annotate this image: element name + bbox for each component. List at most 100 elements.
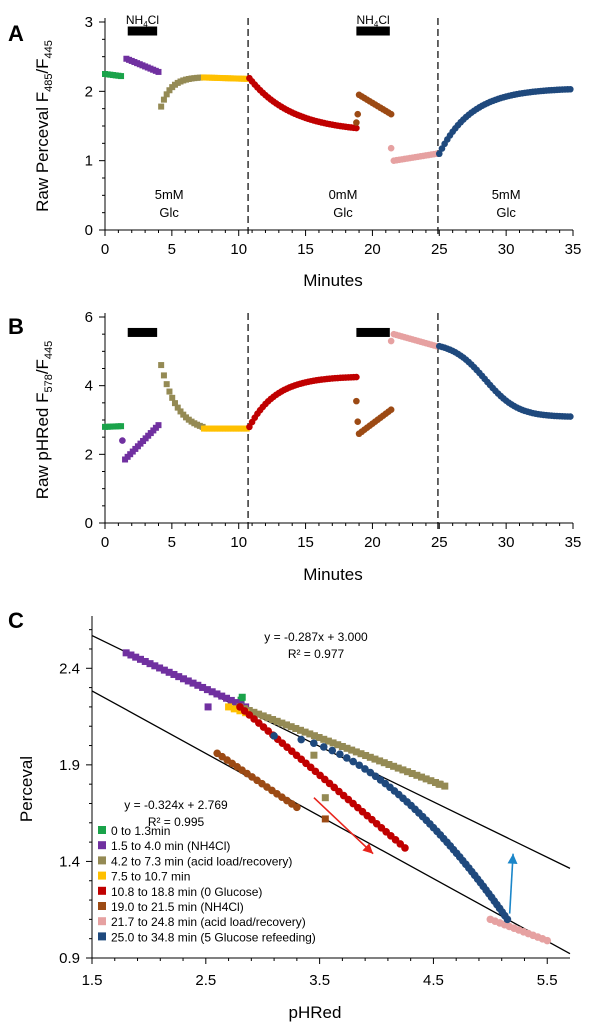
x-tick-label: 20 bbox=[364, 241, 381, 258]
data-point bbox=[223, 694, 231, 702]
data-point bbox=[213, 690, 221, 698]
legend-marker bbox=[98, 826, 106, 834]
data-point bbox=[160, 666, 168, 674]
data-series bbox=[236, 703, 409, 852]
y-axis-label: Raw pHRed F578/F445 bbox=[33, 341, 55, 500]
data-point bbox=[401, 844, 409, 852]
legend-label: 0 to 1.3min bbox=[111, 824, 170, 838]
data-point bbox=[321, 794, 329, 802]
data-point bbox=[169, 394, 176, 401]
data-point bbox=[218, 692, 226, 700]
legend-marker bbox=[98, 841, 106, 850]
trend-arrow bbox=[313, 797, 374, 855]
fit-equation: y = -0.324x + 2.769 bbox=[124, 798, 228, 812]
data-segment bbox=[158, 362, 206, 430]
condition-label: 5mM bbox=[155, 187, 184, 202]
nh4cl-sub: 4 bbox=[143, 20, 148, 29]
data-point bbox=[435, 150, 443, 158]
data-segment bbox=[435, 85, 574, 158]
data-point bbox=[232, 699, 240, 707]
y-tick-label: 3 bbox=[85, 14, 93, 31]
x-tick-label: 30 bbox=[498, 241, 515, 258]
data-point bbox=[166, 87, 173, 94]
x-tick-label: 35 bbox=[565, 241, 582, 258]
data-point bbox=[283, 721, 291, 729]
legend-marker bbox=[98, 917, 106, 926]
data-point bbox=[362, 752, 370, 760]
data-point bbox=[387, 406, 395, 414]
fit-line bbox=[91, 690, 571, 955]
y-label-subscript: 578 bbox=[43, 374, 55, 392]
data-point bbox=[352, 748, 360, 756]
condition-label: Glc bbox=[333, 205, 353, 220]
trend-arrow-head bbox=[507, 853, 518, 864]
legend-marker bbox=[98, 886, 106, 895]
x-tick-label: 0 bbox=[101, 241, 109, 258]
data-point bbox=[208, 688, 216, 696]
y-tick-label: 1 bbox=[85, 153, 93, 170]
legend-label: 19.0 to 21.5 min (NH4Cl) bbox=[111, 900, 244, 914]
x-tick-label: 25 bbox=[431, 534, 448, 551]
trend-arrow-head bbox=[362, 843, 374, 854]
y-tick-label: 2 bbox=[85, 83, 93, 100]
data-segment bbox=[122, 422, 162, 463]
data-point bbox=[349, 757, 358, 766]
data-point bbox=[163, 381, 170, 388]
data-point bbox=[199, 683, 207, 691]
data-segment bbox=[390, 330, 440, 350]
data-point bbox=[155, 422, 162, 429]
nh4cl-text: NH bbox=[126, 13, 143, 27]
data-point bbox=[315, 734, 323, 742]
data-point bbox=[166, 388, 173, 395]
data-point bbox=[394, 764, 402, 772]
nh4cl-bar bbox=[127, 327, 158, 337]
nh4cl-bar bbox=[356, 327, 390, 337]
data-point bbox=[435, 780, 443, 788]
y-axis-label: Perceval bbox=[17, 756, 36, 822]
data-point bbox=[324, 737, 332, 745]
data-point bbox=[246, 423, 253, 431]
data-point bbox=[156, 664, 164, 672]
data-point bbox=[255, 710, 263, 718]
data-point bbox=[194, 681, 202, 689]
data-point bbox=[160, 372, 167, 379]
x-tick-label: 10 bbox=[230, 241, 247, 258]
data-point bbox=[264, 714, 272, 722]
x-tick-label: 25 bbox=[431, 241, 448, 258]
data-point bbox=[342, 754, 351, 762]
data-point bbox=[230, 705, 238, 713]
nh4cl-bar bbox=[127, 26, 158, 36]
panel-label: B bbox=[8, 314, 24, 339]
data-point bbox=[203, 686, 211, 694]
nh4cl-bar bbox=[356, 26, 390, 36]
data-segment bbox=[355, 91, 395, 118]
legend-label: 1.5 to 4.0 min (NH4Cl) bbox=[111, 839, 230, 853]
x-tick-label: 0 bbox=[101, 534, 109, 551]
data-point bbox=[293, 803, 301, 812]
data-segment bbox=[355, 406, 395, 438]
data-point bbox=[227, 696, 235, 704]
data-point bbox=[321, 815, 329, 823]
data-segment bbox=[246, 373, 360, 431]
data-point bbox=[158, 103, 165, 110]
x-tick-label: 5.5 bbox=[537, 972, 558, 989]
data-point bbox=[543, 936, 552, 945]
data-point bbox=[238, 693, 246, 701]
data-point bbox=[132, 653, 140, 661]
data-point bbox=[567, 413, 574, 420]
x-tick-label: 15 bbox=[297, 534, 314, 551]
x-axis-label: pHRed bbox=[289, 1003, 342, 1022]
data-point bbox=[292, 725, 300, 733]
data-point bbox=[355, 761, 364, 770]
legend-marker bbox=[98, 871, 106, 880]
fit-r2: R² = 0.995 bbox=[148, 815, 205, 829]
nh4cl-label: NH4Cl bbox=[126, 13, 159, 29]
data-point bbox=[361, 765, 369, 773]
data-point bbox=[387, 110, 395, 118]
legend-marker bbox=[98, 902, 106, 910]
data-point bbox=[174, 404, 181, 411]
data-point bbox=[250, 708, 258, 716]
fit-r2: R² = 0.977 bbox=[288, 647, 345, 661]
data-point bbox=[259, 712, 267, 720]
